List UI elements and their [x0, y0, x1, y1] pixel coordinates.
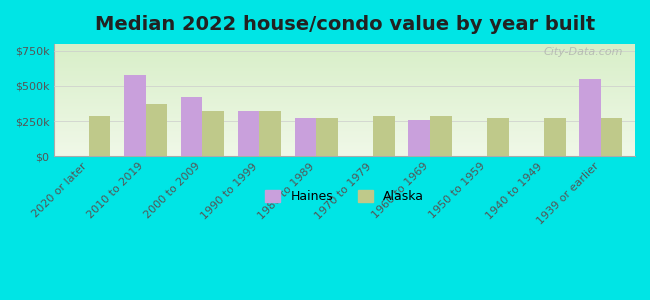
Bar	[544, 118, 566, 156]
Bar	[487, 118, 509, 156]
Bar	[430, 116, 452, 156]
Bar	[579, 79, 601, 156]
Bar	[124, 76, 146, 156]
Bar	[317, 118, 338, 156]
Bar	[238, 111, 259, 156]
Text: City-Data.com: City-Data.com	[544, 47, 623, 57]
Bar	[601, 118, 623, 156]
Bar	[181, 97, 202, 156]
Bar	[88, 116, 110, 156]
Bar	[202, 111, 224, 156]
Bar	[146, 104, 167, 156]
Legend: Haines, Alaska: Haines, Alaska	[261, 185, 429, 208]
Bar	[373, 116, 395, 156]
Title: Median 2022 house/condo value by year built: Median 2022 house/condo value by year bu…	[95, 15, 595, 34]
Bar	[259, 111, 281, 156]
Bar	[294, 118, 317, 156]
Bar	[408, 120, 430, 156]
